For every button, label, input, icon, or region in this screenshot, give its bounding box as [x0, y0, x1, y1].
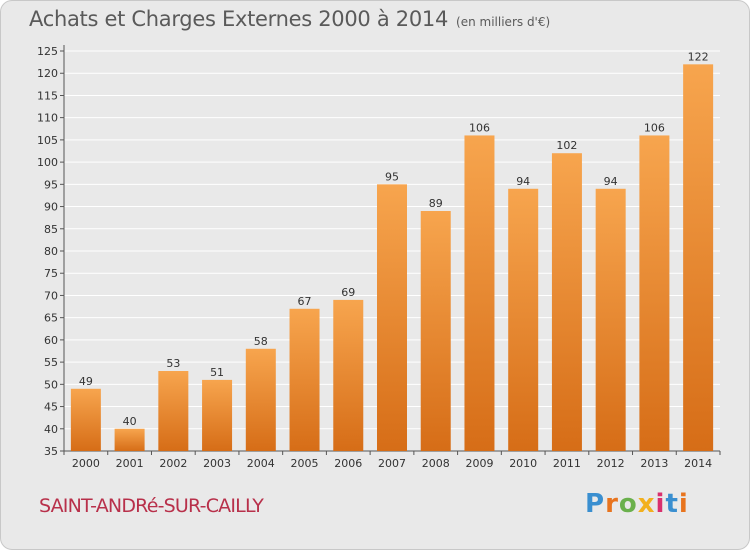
logo-letter: o: [618, 489, 638, 519]
bar-2004: [245, 348, 276, 451]
y-tick-label: 60: [44, 334, 58, 347]
logo-letter: P: [585, 489, 606, 519]
y-tick-label: 115: [37, 89, 58, 102]
bar-2008: [420, 211, 451, 451]
data-label-2007: 95: [385, 170, 399, 183]
logo-letter: x: [637, 489, 656, 519]
logo-letter: t: [665, 489, 679, 519]
bar-2001: [114, 428, 145, 451]
bar-2007: [377, 184, 407, 452]
x-tick-label: 2014: [684, 457, 712, 470]
commune-name: SAINT-ANDRé-SUR-CAILLY: [39, 495, 264, 517]
bar-2013: [639, 135, 670, 451]
bar-2011: [551, 153, 582, 451]
proxiti-logo: Proxiti: [585, 489, 689, 519]
x-tick-label: 2008: [422, 457, 450, 470]
bar-2000: [70, 388, 101, 451]
chart-title: Achats et Charges Externes 2000 à 2014 (e…: [29, 7, 550, 31]
data-label-2003: 51: [210, 366, 224, 379]
y-tick-label: 80: [44, 245, 58, 258]
chart-subtitle: (en milliers d'€): [456, 15, 551, 29]
bar-2002: [158, 371, 189, 451]
y-tick-label: 90: [44, 201, 58, 214]
bar-2014: [683, 64, 714, 452]
data-label-2005: 67: [298, 295, 312, 308]
data-label-2000: 49: [79, 375, 93, 388]
y-tick-label: 120: [37, 67, 58, 80]
x-tick-label: 2001: [116, 457, 144, 470]
x-tick-label: 2011: [553, 457, 581, 470]
data-label-2014: 122: [688, 50, 709, 63]
x-tick-label: 2002: [159, 457, 187, 470]
logo-letter: r: [605, 489, 619, 519]
x-tick-label: 2009: [465, 457, 493, 470]
y-tick-label: 100: [37, 156, 58, 169]
x-tick-label: 2004: [247, 457, 275, 470]
x-tick-label: 2000: [72, 457, 100, 470]
bar-2010: [508, 188, 539, 451]
y-tick-label: 125: [37, 45, 58, 58]
data-label-2006: 69: [341, 286, 355, 299]
y-tick-label: 95: [44, 178, 58, 191]
bar-2006: [333, 299, 364, 451]
y-tick-labels: 35 40 45 50 55 60 65 70 75 80 85 90 95 100 105 110 115 12…: [37, 45, 58, 458]
y-tick-label: 50: [44, 378, 58, 391]
bar-2003: [202, 379, 233, 451]
y-tick-label: 75: [44, 267, 58, 280]
x-tick-label: 2010: [509, 457, 537, 470]
x-tick-label: 2006: [334, 457, 362, 470]
data-label-2013: 106: [644, 121, 665, 134]
y-tick-label: 105: [37, 134, 58, 147]
logo-letter: i: [655, 489, 666, 519]
y-tick-label: 45: [44, 401, 58, 414]
x-tick-label: 2003: [203, 457, 231, 470]
title-text: Achats et Charges Externes 2000 à 2014: [29, 7, 449, 31]
y-tick-label: 65: [44, 312, 58, 325]
x-tick-label: 2005: [291, 457, 319, 470]
data-label-2002: 53: [166, 357, 180, 370]
bars: [70, 64, 714, 452]
y-tick-label: 70: [44, 289, 58, 302]
data-label-2011: 102: [556, 139, 577, 152]
x-tick-label: 2012: [597, 457, 625, 470]
y-tick-label: 110: [37, 112, 58, 125]
y-tick-label: 85: [44, 223, 58, 236]
logo-letter: i: [678, 489, 689, 519]
bar-2012: [595, 188, 626, 451]
data-label-2009: 106: [469, 121, 490, 134]
data-label-2010: 94: [516, 175, 530, 188]
data-label-2008: 89: [429, 197, 443, 210]
y-tick-label: 35: [44, 445, 58, 458]
data-labels: 49 40 53 51 58 67 69 95 89 106 94 102 94 106 122: [79, 50, 709, 427]
x-tick-label: 2013: [640, 457, 668, 470]
y-tick-label: 55: [44, 356, 58, 369]
data-label-2001: 40: [123, 415, 137, 428]
x-tick-label: 2007: [378, 457, 406, 470]
bar-2009: [464, 135, 495, 451]
y-tick-label: 40: [44, 423, 58, 436]
data-label-2012: 94: [604, 175, 618, 188]
x-tick-labels: 2000 2001 2002 2003 2004 2005 2006 2007 2008 2009…: [72, 457, 712, 470]
data-label-2004: 58: [254, 335, 268, 348]
bar-2005: [289, 308, 320, 451]
